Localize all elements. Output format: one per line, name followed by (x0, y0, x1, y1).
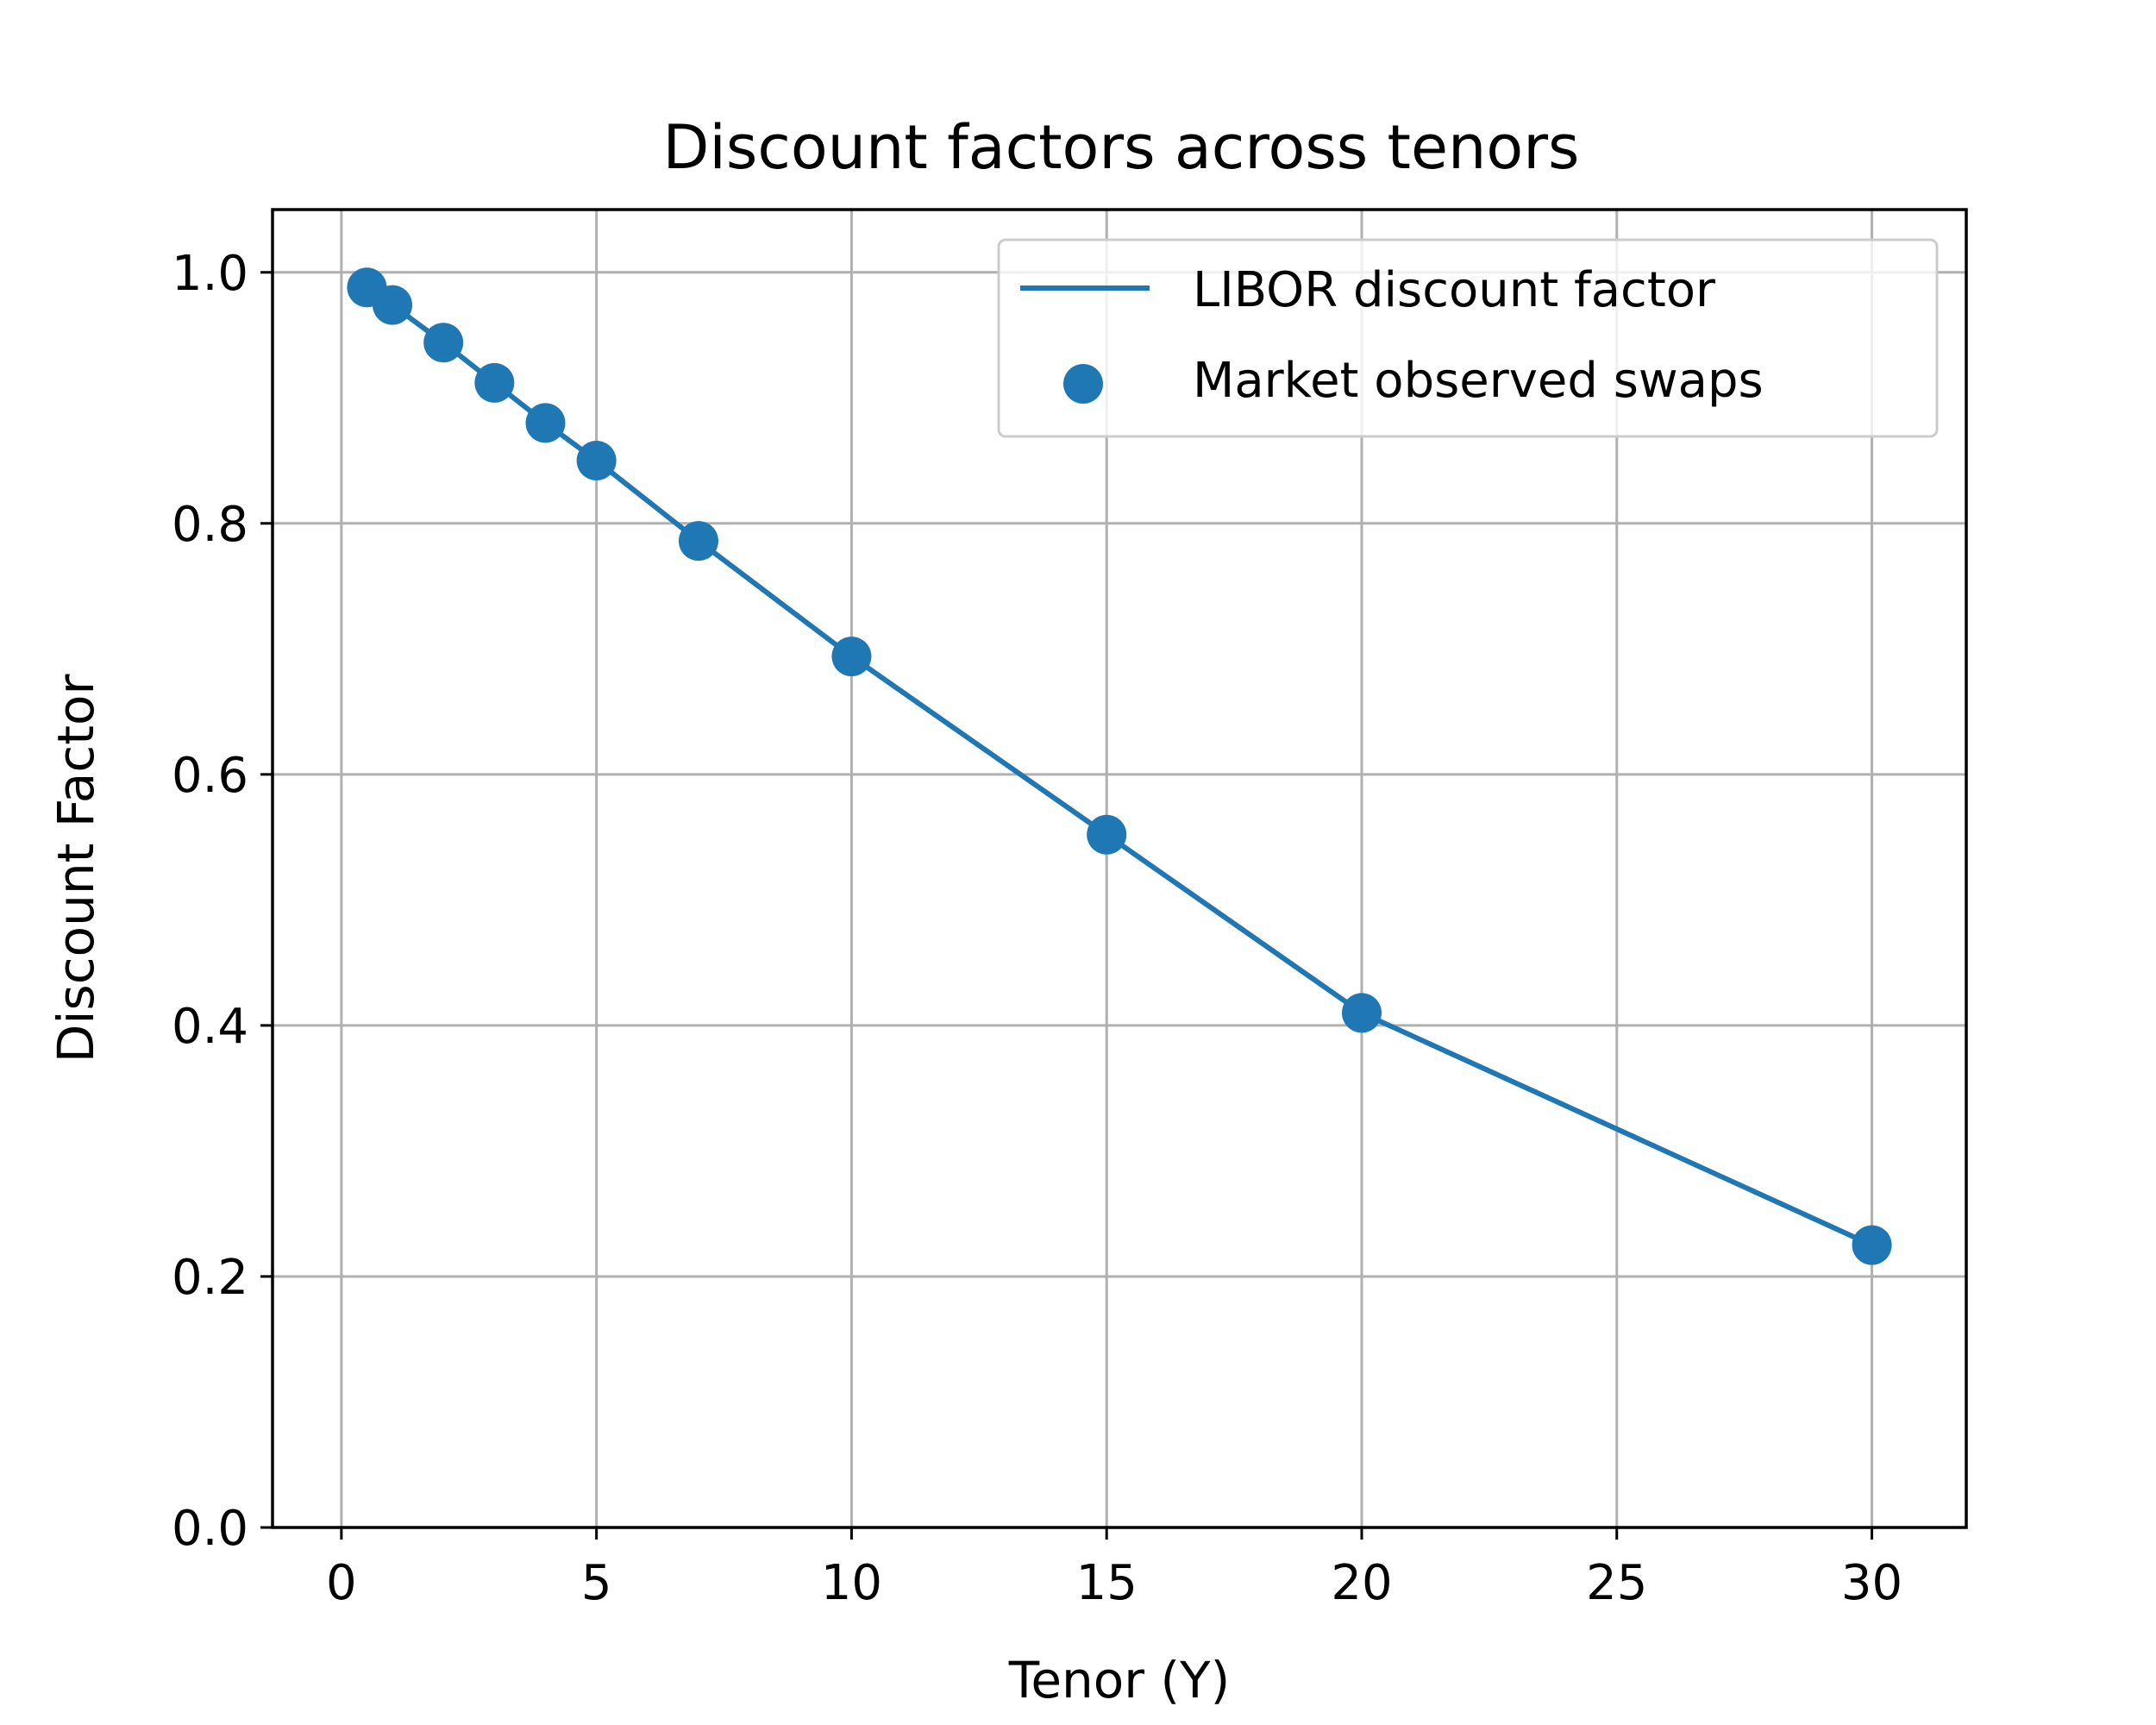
legend-box (997, 238, 1939, 438)
market-swap-point-10 (1852, 1225, 1892, 1265)
market-swap-point-2 (423, 323, 464, 363)
y-tick-label-5: 1.0 (172, 246, 248, 302)
y-tick-label-1: 0.2 (172, 1250, 248, 1306)
y-axis-label: Discount Factor (47, 674, 105, 1063)
x-tick-label-3: 15 (1076, 1555, 1138, 1611)
x-axis-ticks: 0 5 10 15 20 25 30 (326, 1527, 1902, 1611)
y-axis-ticks: 0.0 0.2 0.4 0.6 0.8 1.0 (172, 246, 273, 1557)
x-axis-label: Tenor (Y) (1008, 1651, 1230, 1709)
x-tick-label-0: 0 (326, 1555, 357, 1611)
y-tick-label-4: 0.8 (172, 497, 248, 553)
market-swap-point-9 (1341, 993, 1382, 1033)
legend-label-line: LIBOR discount factor (1193, 262, 1716, 318)
chart-title: Discount factors across tenors (663, 112, 1580, 183)
market-swap-point-3 (474, 362, 515, 403)
x-tick-label-5: 25 (1586, 1555, 1647, 1611)
x-tick-label-6: 30 (1841, 1555, 1902, 1611)
market-swap-point-5 (576, 441, 617, 481)
market-swap-point-7 (831, 637, 872, 677)
market-swap-point-6 (678, 521, 718, 561)
market-swap-point-8 (1087, 814, 1127, 855)
x-tick-label-4: 20 (1331, 1555, 1392, 1611)
y-tick-label-0: 0.0 (172, 1501, 248, 1557)
y-tick-label-3: 0.6 (172, 748, 248, 804)
x-tick-label-1: 5 (581, 1555, 612, 1611)
x-tick-label-2: 10 (821, 1555, 882, 1611)
legend-label-scatter: Market observed swaps (1193, 353, 1764, 409)
legend-marker-swatch (1063, 364, 1103, 404)
y-tick-label-2: 0.4 (172, 999, 248, 1055)
plot-area (347, 267, 1892, 1265)
legend: LIBOR discount factor Market observed sw… (997, 238, 1939, 438)
plot-frame (271, 208, 1968, 1529)
market-swap-point-1 (373, 285, 413, 325)
market-swap-point-4 (525, 403, 566, 443)
